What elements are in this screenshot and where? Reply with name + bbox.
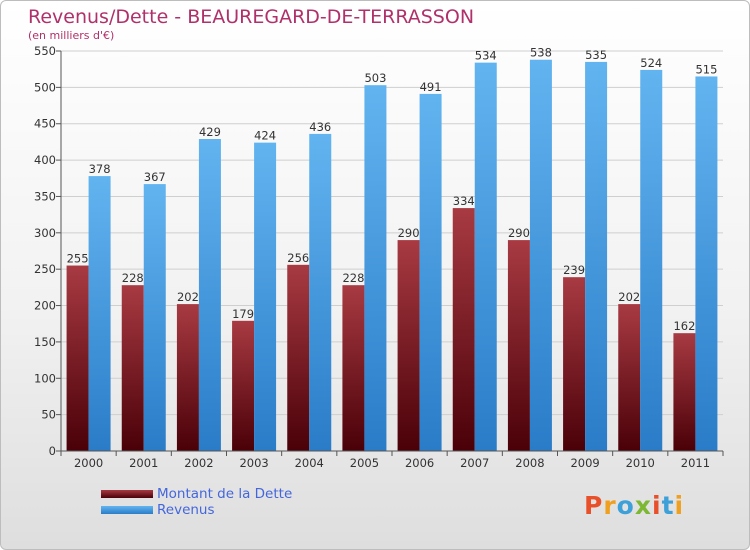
bar-debt-2009 [563,277,586,451]
x-tick-label-2010: 2010 [626,456,655,470]
proxiti-logo: Proxiti [584,491,684,520]
bar-debt-2007 [452,208,475,451]
x-tick-label-2008: 2008 [515,456,544,470]
bar-debt-2008 [507,240,530,451]
y-tick-label: 250 [34,262,56,276]
bar-revenus-2007 [474,62,497,452]
x-tick-label-2011: 2011 [681,456,710,470]
logo-letter: t [661,491,675,520]
bar-debt-2011 [673,333,696,451]
value-label-revenus-2002: 429 [199,125,221,139]
value-labels: 255 378 228 367 202 429 179 424 256 436 228 503 290 4… [67,46,718,333]
legend-swatch-debt [101,490,153,498]
bar-revenus-2001 [143,184,166,451]
y-tick-label: 200 [34,299,56,313]
legend-label-debt: Montant de la Dette [157,486,293,502]
logo-letter: r [603,491,617,520]
bar-debt-2010 [618,304,641,451]
value-label-debt-2001: 228 [122,271,144,285]
bars [66,59,718,452]
x-tick-label-2007: 2007 [460,456,489,470]
value-label-debt-2010: 202 [618,290,640,304]
value-label-debt-2004: 256 [287,251,309,265]
chart-title: Revenus/Dette - BEAUREGARD-DE-TERRASSON [28,6,475,28]
logo-letter: o [616,491,635,520]
x-tick-label-2000: 2000 [74,456,103,470]
y-axis-ticks: 0 50 100 150 200 250 300 350 400 450 500 550 [34,44,62,458]
bar-revenus-2003 [254,142,277,452]
logo-letter: i [674,491,685,520]
value-label-debt-2003: 179 [232,307,254,321]
y-tick-label: 300 [34,226,56,240]
bar-revenus-2006 [419,93,442,451]
bar-revenus-2005 [364,85,387,451]
bar-debt-2003 [232,320,255,451]
value-label-revenus-2000: 378 [89,162,111,176]
bar-debt-2005 [342,285,365,451]
bar-debt-2000 [66,265,89,451]
bar-debt-2004 [287,264,310,451]
bar-revenus-2008 [529,59,552,452]
logo-letter: i [652,491,662,520]
bar-revenus-2010 [640,69,663,451]
y-tick-label: 0 [49,444,56,458]
value-label-revenus-2010: 524 [640,56,662,70]
legend-label-revenus: Revenus [157,502,215,518]
y-tick-label: 150 [34,335,56,349]
bar-revenus-2009 [585,61,608,452]
bar-revenus-2011 [695,76,718,452]
logo-letter: P [584,491,604,520]
bar-debt-2002 [176,304,199,451]
bar-revenus-2004 [309,133,332,451]
value-label-revenus-2004: 436 [309,120,331,134]
logo-letter: x [634,491,652,520]
x-axis-ticks: 2000 2001 2002 2003 2004 2005 2006 2007 2008 2009… [60,450,724,470]
y-tick-label: 350 [34,189,56,203]
value-label-debt-2008: 290 [508,226,530,240]
grid-lines [61,50,723,452]
value-label-debt-2006: 290 [398,226,420,240]
bar-debt-2001 [121,285,144,451]
value-label-revenus-2005: 503 [364,71,386,85]
value-label-revenus-2003: 424 [254,129,276,143]
value-label-revenus-2001: 367 [144,170,166,184]
chart-subtitle: (en milliers d'€) [28,29,115,42]
x-tick-label-2009: 2009 [570,456,599,470]
y-tick-label: 100 [34,371,56,385]
bar-debt-2006 [397,240,420,451]
bar-revenus-2002 [198,139,221,451]
legend-swatch-revenus [101,506,153,514]
value-label-debt-2007: 334 [453,194,475,208]
y-tick-label: 400 [34,153,56,167]
value-label-debt-2005: 228 [342,271,364,285]
x-tick-label-2005: 2005 [350,456,379,470]
x-tick-label-2001: 2001 [129,456,158,470]
value-label-debt-2002: 202 [177,290,199,304]
value-label-debt-2000: 255 [67,252,89,266]
value-label-debt-2009: 239 [563,263,585,277]
value-label-revenus-2006: 491 [420,80,442,94]
x-tick-label-2004: 2004 [295,456,324,470]
x-tick-label-2003: 2003 [239,456,268,470]
x-tick-label-2002: 2002 [184,456,213,470]
value-label-revenus-2008: 538 [530,46,552,60]
y-tick-label: 50 [41,408,56,422]
y-tick-label: 550 [34,44,56,58]
y-tick-label: 450 [34,117,56,131]
value-label-revenus-2011: 515 [695,62,717,76]
bar-revenus-2000 [88,176,111,451]
value-label-revenus-2009: 535 [585,48,607,62]
x-tick-label-2006: 2006 [405,456,434,470]
y-tick-label: 500 [34,80,56,94]
value-label-revenus-2007: 534 [475,49,497,63]
value-label-debt-2011: 162 [673,319,695,333]
